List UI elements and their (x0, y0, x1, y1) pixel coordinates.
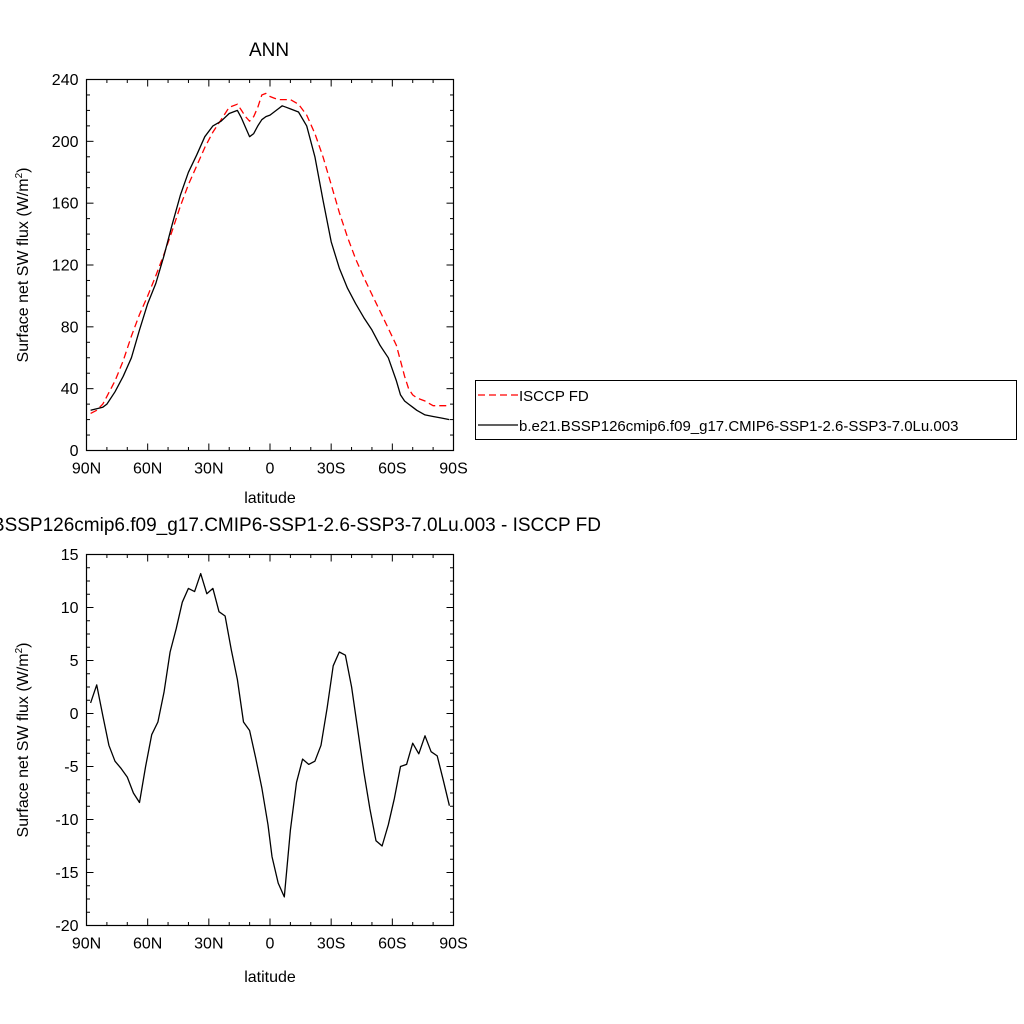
legend-label-isccp-fd: ISCCP FD (519, 388, 589, 405)
bottom-chart-y-axis-label: Surface net SW flux (W/m2) (14, 643, 32, 838)
top-chart-y-axis-label-main: Surface net SW flux (W/m (15, 178, 32, 362)
bottom-chart-x-axis-label: latitude (244, 969, 296, 986)
bottom-chart-series-model-line (89, 572, 451, 898)
top-chart-series-layer (90, 92, 450, 421)
bottom-chart-y-tick-label: -15 (55, 865, 78, 882)
bottom-chart-y-tick-label: 10 (61, 600, 79, 617)
top-chart-x-tick-label: 90S (439, 461, 467, 478)
bottom-chart-y-tick-label: -5 (64, 759, 78, 776)
bottom-chart-x-tick-label: 90S (439, 936, 467, 953)
bottom-chart-y-tick-label: 5 (70, 653, 79, 670)
top-chart-y-tick-label: 120 (52, 258, 79, 275)
top-chart-x-tick-label: 90N (72, 461, 101, 478)
top-chart-y-tick-label: 160 (52, 196, 79, 213)
bottom-chart-y-tick-label: -20 (55, 918, 78, 935)
bottom-chart-y-axis-label-superscript: 2 (14, 647, 25, 653)
bottom-chart-y-axis-label-close: ) (15, 643, 32, 648)
top-chart-tick-layer: 90N 60N 30N 0 30S 60S 90S 0 40 80 120 160 200 240 (52, 72, 468, 478)
top-chart-y-axis-label-close: ) (15, 168, 32, 173)
top-chart-panel: ANN 90N 60N 30N 0 30S 60S 90S 0 40 80 120 160 200 240… (14, 40, 1017, 507)
top-chart-x-tick-label: 30N (194, 461, 223, 478)
top-chart-legend: ISCCP FD b.e21.BSSP126cmip6.f09_g17.CMIP… (475, 380, 1017, 440)
top-chart-plot-frame (85, 78, 455, 452)
top-chart-y-tick-label: 0 (70, 443, 79, 460)
bottom-chart-title: b.e21.BSSP126cmip6.f09_g17.CMIP6-SSP1-2.… (0, 515, 601, 536)
top-chart-y-tick-label: 40 (61, 381, 79, 398)
bottom-chart-x-tick-label: 30N (194, 936, 223, 953)
bottom-chart-x-tick-label: 60S (378, 936, 406, 953)
bottom-chart-x-tick-label: 0 (266, 936, 275, 953)
top-chart-series-model-line (90, 105, 450, 421)
top-chart-y-axis-label-superscript: 2 (14, 172, 25, 178)
bottom-chart-plot-frame (85, 553, 455, 927)
bottom-chart-x-tick-label: 30S (317, 936, 345, 953)
bottom-chart-x-tick-label: 90N (72, 936, 101, 953)
top-chart-series-isccp-fd-line (90, 92, 450, 414)
top-chart-y-tick-label: 240 (52, 72, 79, 89)
top-chart-x-axis-label: latitude (244, 490, 296, 507)
bottom-chart-y-tick-label: 0 (70, 706, 79, 723)
bottom-chart-series-layer (89, 572, 451, 898)
top-chart-title: ANN (249, 40, 289, 61)
bottom-chart-tick-layer: 90N 60N 30N 0 30S 60S 90S -20 -15 -10 -5 0 5 10 15 (55, 547, 467, 953)
bottom-chart-panel: b.e21.BSSP126cmip6.f09_g17.CMIP6-SSP1-2.… (0, 515, 601, 986)
top-chart-x-tick-label: 30S (317, 461, 345, 478)
legend-label-model: b.e21.BSSP126cmip6.f09_g17.CMIP6-SSP1-2.… (519, 418, 958, 435)
bottom-chart-y-tick-label: 15 (61, 547, 79, 564)
top-chart-y-axis-label: Surface net SW flux (W/m2) (14, 168, 32, 363)
bottom-chart-y-axis-label-main: Surface net SW flux (W/m (15, 653, 32, 837)
bottom-chart-x-tick-label: 60N (133, 936, 162, 953)
top-chart-y-tick-label: 200 (52, 134, 79, 151)
top-chart-y-tick-label: 80 (61, 319, 79, 336)
top-chart-x-tick-label: 0 (266, 461, 275, 478)
bottom-chart-y-tick-label: -10 (55, 812, 78, 829)
legend-box (475, 380, 1017, 440)
top-chart-x-tick-label: 60S (378, 461, 406, 478)
top-chart-x-tick-label: 60N (133, 461, 162, 478)
